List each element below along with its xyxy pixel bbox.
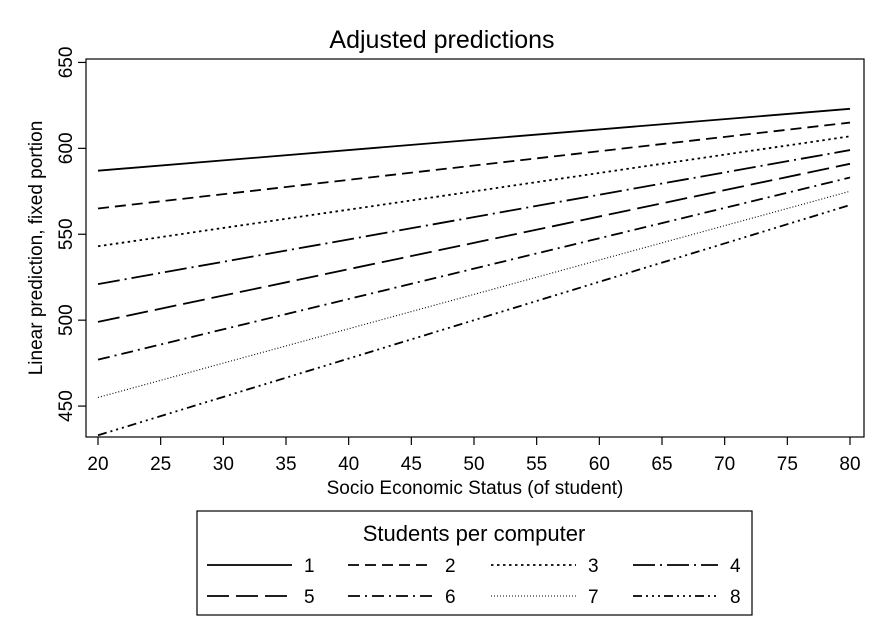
series-line-3 <box>97 135 851 248</box>
y-tick-label: 550 <box>56 218 77 250</box>
series-lines <box>97 107 851 437</box>
x-tick-label: 80 <box>839 454 860 475</box>
legend-label-6: 6 <box>445 587 456 608</box>
series-line-1 <box>97 107 851 172</box>
legend: Students per computer 1 2 3 4 5 6 7 8 <box>196 510 753 616</box>
x-tick-label: 30 <box>213 454 234 475</box>
x-tick-label: 65 <box>651 454 672 475</box>
series-line-7 <box>97 190 851 399</box>
x-tick-label: 40 <box>338 454 359 475</box>
legend-label-8: 8 <box>730 587 741 608</box>
chart-title: Adjusted predictions <box>329 26 554 54</box>
y-axis-title: Linear prediction, fixed portion <box>26 121 47 376</box>
legend-label-4: 4 <box>730 556 741 577</box>
legend-label-5: 5 <box>304 587 315 608</box>
legend-label-3: 3 <box>588 556 599 577</box>
x-tick-label: 60 <box>589 454 610 475</box>
x-axis-title: Socio Economic Status (of student) <box>327 478 624 499</box>
x-tick-label: 45 <box>401 454 422 475</box>
x-axis: 20 25 30 35 40 45 50 55 60 65 70 75 80 <box>87 437 861 475</box>
series-line-4 <box>97 149 851 285</box>
x-tick-label: 35 <box>275 454 296 475</box>
legend-title: Students per computer <box>363 521 586 546</box>
x-tick-label: 70 <box>714 454 735 475</box>
x-tick-label: 50 <box>463 454 484 475</box>
x-tick-label: 20 <box>87 454 108 475</box>
y-axis: 450 500 550 600 650 <box>56 47 86 422</box>
y-tick-label: 650 <box>56 47 77 79</box>
x-tick-label: 25 <box>150 454 171 475</box>
series-line-5 <box>97 162 851 323</box>
x-tick-label: 55 <box>526 454 547 475</box>
legend-frame <box>196 510 753 616</box>
plot-frame <box>85 58 865 438</box>
y-tick-label: 600 <box>56 132 77 164</box>
legend-label-2: 2 <box>445 556 456 577</box>
series-line-2 <box>97 121 851 210</box>
y-tick-label: 450 <box>56 390 77 422</box>
y-tick-label: 500 <box>56 304 77 336</box>
series-line-6 <box>97 176 851 361</box>
x-tick-label: 75 <box>777 454 798 475</box>
legend-label-7: 7 <box>588 587 599 608</box>
series-line-8 <box>97 204 851 437</box>
legend-label-1: 1 <box>304 556 315 577</box>
legend-entries: 1 2 3 4 5 6 7 8 <box>207 556 741 608</box>
